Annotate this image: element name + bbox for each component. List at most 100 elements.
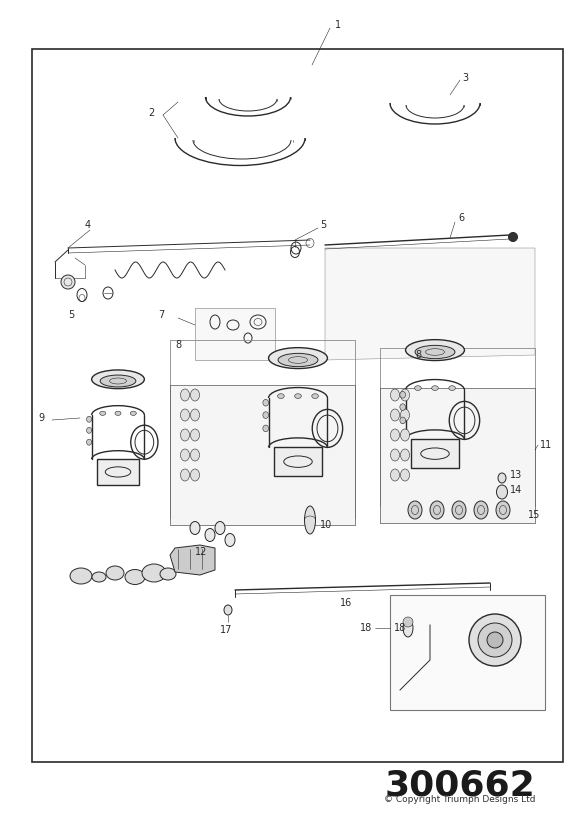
Ellipse shape <box>263 425 269 432</box>
Bar <box>380 388 535 523</box>
Ellipse shape <box>391 429 399 441</box>
Ellipse shape <box>497 485 507 499</box>
Ellipse shape <box>191 409 199 421</box>
Ellipse shape <box>181 429 189 441</box>
Ellipse shape <box>86 428 92 433</box>
Ellipse shape <box>312 394 318 399</box>
Ellipse shape <box>294 394 301 399</box>
Ellipse shape <box>131 411 136 415</box>
Ellipse shape <box>115 411 121 415</box>
Bar <box>170 340 355 518</box>
Text: 9: 9 <box>38 413 44 423</box>
Text: 7: 7 <box>158 310 164 320</box>
Bar <box>32 49 563 762</box>
Ellipse shape <box>430 501 444 519</box>
Ellipse shape <box>487 632 503 648</box>
Ellipse shape <box>403 619 413 637</box>
Ellipse shape <box>106 566 124 580</box>
Polygon shape <box>325 248 535 360</box>
Ellipse shape <box>190 522 200 535</box>
Text: 14: 14 <box>510 485 522 495</box>
Text: 3: 3 <box>462 73 468 83</box>
Ellipse shape <box>469 614 521 666</box>
Ellipse shape <box>92 370 145 389</box>
Text: 12: 12 <box>195 547 208 557</box>
Ellipse shape <box>92 572 106 582</box>
Ellipse shape <box>496 501 510 519</box>
Ellipse shape <box>61 275 75 289</box>
Ellipse shape <box>498 473 506 483</box>
Ellipse shape <box>406 339 465 361</box>
Ellipse shape <box>191 469 199 481</box>
Ellipse shape <box>142 564 166 582</box>
Polygon shape <box>170 545 215 575</box>
Bar <box>390 595 545 710</box>
Ellipse shape <box>478 623 512 657</box>
Ellipse shape <box>263 400 269 406</box>
Ellipse shape <box>449 386 455 391</box>
Ellipse shape <box>400 404 406 410</box>
Ellipse shape <box>181 409 189 421</box>
Text: 5: 5 <box>320 220 326 230</box>
Ellipse shape <box>391 389 399 401</box>
Ellipse shape <box>474 501 488 519</box>
Bar <box>195 308 275 360</box>
Text: 1: 1 <box>335 20 341 30</box>
Ellipse shape <box>215 522 225 535</box>
Ellipse shape <box>70 568 92 584</box>
Ellipse shape <box>269 348 328 368</box>
Ellipse shape <box>304 506 315 534</box>
Ellipse shape <box>86 416 92 422</box>
Text: 13: 13 <box>510 470 522 480</box>
Ellipse shape <box>225 533 235 546</box>
Text: 4: 4 <box>85 220 91 230</box>
Ellipse shape <box>100 375 136 387</box>
Ellipse shape <box>401 409 409 421</box>
Ellipse shape <box>278 394 285 399</box>
Ellipse shape <box>401 449 409 461</box>
Ellipse shape <box>181 449 189 461</box>
Ellipse shape <box>191 429 199 441</box>
Ellipse shape <box>391 449 399 461</box>
Text: 11: 11 <box>540 440 552 450</box>
Ellipse shape <box>401 469 409 481</box>
Ellipse shape <box>415 386 422 391</box>
Ellipse shape <box>191 389 199 401</box>
Bar <box>274 447 322 476</box>
Bar <box>170 385 355 525</box>
Text: 18: 18 <box>360 623 373 633</box>
Bar <box>97 459 139 485</box>
Text: 6: 6 <box>458 213 464 223</box>
Ellipse shape <box>181 469 189 481</box>
Ellipse shape <box>403 617 413 627</box>
Ellipse shape <box>181 389 189 401</box>
Ellipse shape <box>125 569 145 584</box>
Ellipse shape <box>401 429 409 441</box>
Text: 15: 15 <box>528 510 540 520</box>
Text: 17: 17 <box>220 625 233 635</box>
Ellipse shape <box>391 469 399 481</box>
Text: 16: 16 <box>340 598 352 608</box>
Text: 18: 18 <box>394 623 406 633</box>
Ellipse shape <box>401 389 409 401</box>
Ellipse shape <box>86 439 92 445</box>
Text: © Copyright Triumph Designs Ltd: © Copyright Triumph Designs Ltd <box>384 795 536 804</box>
Ellipse shape <box>391 409 399 421</box>
Ellipse shape <box>278 353 318 367</box>
Ellipse shape <box>224 605 232 615</box>
Ellipse shape <box>508 232 518 241</box>
Ellipse shape <box>431 386 438 391</box>
Ellipse shape <box>400 417 406 424</box>
Text: 8: 8 <box>415 350 421 360</box>
Ellipse shape <box>415 345 455 358</box>
Text: 10: 10 <box>320 520 332 530</box>
Ellipse shape <box>452 501 466 519</box>
Ellipse shape <box>263 412 269 419</box>
Ellipse shape <box>100 411 106 415</box>
Ellipse shape <box>400 391 406 398</box>
Ellipse shape <box>191 449 199 461</box>
Ellipse shape <box>160 568 176 580</box>
Text: 8: 8 <box>175 340 181 350</box>
Text: 2: 2 <box>148 108 154 118</box>
Bar <box>411 439 459 468</box>
